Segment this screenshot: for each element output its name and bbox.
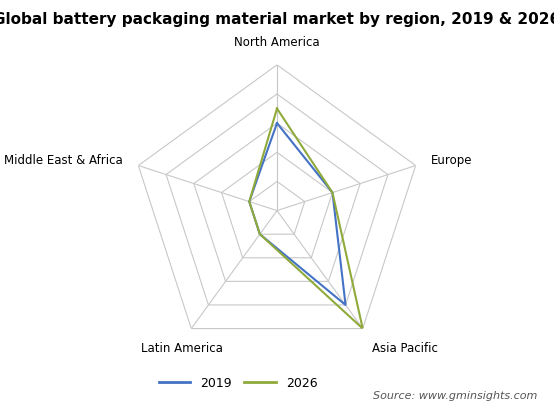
Text: Asia Pacific: Asia Pacific <box>372 341 438 354</box>
Text: Global battery packaging material market by region, 2019 & 2026: Global battery packaging material market… <box>0 12 554 27</box>
Text: Middle East & Africa: Middle East & Africa <box>4 154 123 167</box>
Text: Europe: Europe <box>431 154 473 167</box>
Text: Source: www.gminsights.com: Source: www.gminsights.com <box>373 391 537 401</box>
Text: Latin America: Latin America <box>141 341 223 354</box>
Legend: 2019, 2026: 2019, 2026 <box>154 372 322 395</box>
Text: North America: North America <box>234 36 320 49</box>
